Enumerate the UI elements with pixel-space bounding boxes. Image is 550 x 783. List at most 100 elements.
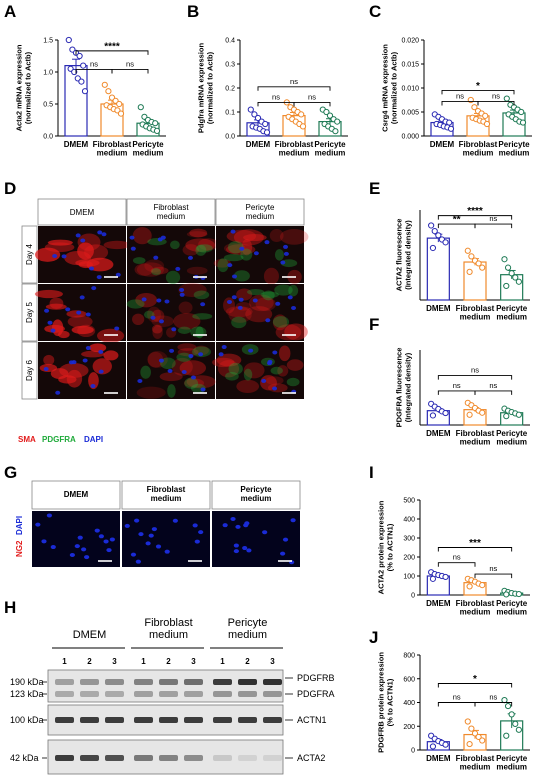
sma-stain [265, 376, 284, 385]
y-tick-label: 0.0 [225, 134, 235, 141]
y-axis-title: ACTA2 fluorescence (Integrated density) [395, 219, 413, 292]
dapi-nucleus [188, 354, 194, 359]
dapi-nucleus [200, 387, 206, 392]
category-label: Fibroblast [459, 140, 498, 149]
row-header-label: Day 6 [25, 360, 34, 381]
dapi-nucleus [137, 379, 143, 384]
sma-stain [186, 266, 208, 275]
y-tick-label: 300 [403, 536, 415, 543]
blot-band [184, 679, 203, 685]
data-point [466, 411, 473, 418]
data-point [503, 282, 510, 290]
sma-stain [279, 228, 309, 245]
micrograph [216, 226, 304, 283]
sma-stain [132, 313, 145, 325]
category-label: medium [315, 149, 346, 158]
data-point [442, 573, 449, 581]
chart-j: 0 200 400 600 800 PDGFRB protein expression (%… [377, 652, 530, 772]
data-point [137, 104, 144, 111]
sma-stain [92, 358, 112, 375]
dapi-nucleus [230, 517, 236, 522]
sma-stain [178, 282, 207, 298]
category-label: Fibroblast [456, 429, 495, 438]
significance-label: **** [104, 41, 120, 52]
y-axis-title: PDGFRB protein expression (% to ACTN1) [377, 652, 395, 753]
column-header-label: DMEM [70, 208, 95, 217]
data-point [468, 725, 475, 732]
significance-bracket [474, 702, 513, 707]
row-header-label: Day 4 [25, 244, 34, 265]
dapi-nucleus [150, 315, 156, 320]
category-label: Pericyte [498, 140, 530, 149]
y-axis-title-line: PDGFRA fluorescence [395, 348, 404, 428]
y-tick-label: 100 [403, 574, 415, 581]
dapi-nucleus [50, 545, 56, 550]
category-label: Pericyte [496, 754, 528, 763]
stain-legend-label: PDGFRA [42, 435, 76, 444]
data-point [80, 62, 87, 69]
blot-band [213, 717, 232, 723]
significance-label: ns [290, 77, 298, 86]
panel-letter-f: F [369, 315, 379, 334]
group-header: Pericyte [228, 617, 268, 629]
dapi-nucleus [109, 537, 115, 542]
significance-label: * [473, 674, 477, 685]
stain-legend-label: DAPI [15, 516, 24, 535]
sma-stain [34, 289, 63, 299]
category-label: medium [460, 313, 491, 322]
data-point [479, 409, 486, 416]
dapi-nucleus [164, 299, 170, 304]
dapi-nucleus [175, 266, 181, 271]
panel-letter-g: G [4, 463, 17, 482]
pdgfra-stain [193, 290, 210, 300]
significance-bracket [474, 223, 513, 229]
dapi-nucleus [164, 549, 170, 554]
dapi-nucleus [246, 548, 252, 553]
significance-bracket [437, 683, 513, 688]
dapi-nucleus [192, 523, 198, 528]
dapi-nucleus [82, 358, 88, 363]
dapi-nucleus [101, 232, 107, 237]
dapi-nucleus [264, 240, 270, 245]
dapi-nucleus [198, 530, 204, 535]
sma-stain [147, 350, 168, 368]
significance-label: ns [471, 366, 479, 375]
sma-stain [173, 312, 201, 330]
dapi-nucleus [287, 295, 293, 300]
dapi-nucleus [114, 326, 120, 331]
dapi-nucleus [238, 297, 244, 302]
sma-stain [39, 363, 58, 373]
sma-stain [132, 227, 152, 245]
microscopy-panel-g: DMEMFibroblastmediumPericytemediumNG2DAP… [15, 480, 301, 567]
dapi-nucleus [156, 298, 162, 303]
dapi-nucleus [155, 544, 162, 549]
dapi-nucleus [76, 310, 82, 315]
sma-stain [178, 301, 193, 314]
y-tick-label: 0.015 [401, 62, 419, 69]
pdgfra-stain [140, 365, 151, 379]
significance-bracket [111, 68, 149, 74]
blot-band [184, 691, 203, 697]
lane-number: 1 [220, 657, 225, 666]
sma-stain [186, 231, 208, 238]
data-point [471, 104, 478, 111]
significance-label: ** [453, 215, 461, 226]
y-axis-title: Csrg4 mRNA expression (normalized to Actb… [381, 44, 399, 132]
row-header: Day 6 [25, 360, 34, 381]
sma-stain [260, 375, 277, 391]
column-header-box [37, 198, 127, 226]
category-label: DMEM [426, 429, 451, 438]
y-axis-title-line: Pdgfra mRNA expression [197, 43, 206, 134]
band-name-label: PDGFRB [297, 673, 335, 683]
data-point [479, 737, 486, 744]
dapi-nucleus [71, 360, 77, 365]
category-label: Fibroblast [456, 754, 495, 763]
dapi-nucleus [69, 553, 75, 558]
band-name-label: ACTN1 [297, 715, 327, 725]
sma-stain [268, 383, 288, 393]
dapi-nucleus [253, 251, 259, 256]
blot-band [55, 679, 74, 685]
category-label: DMEM [426, 754, 451, 763]
data-point [518, 108, 525, 116]
y-axis-title: ACTA2 protein expression (% to ACTN1) [377, 500, 395, 594]
